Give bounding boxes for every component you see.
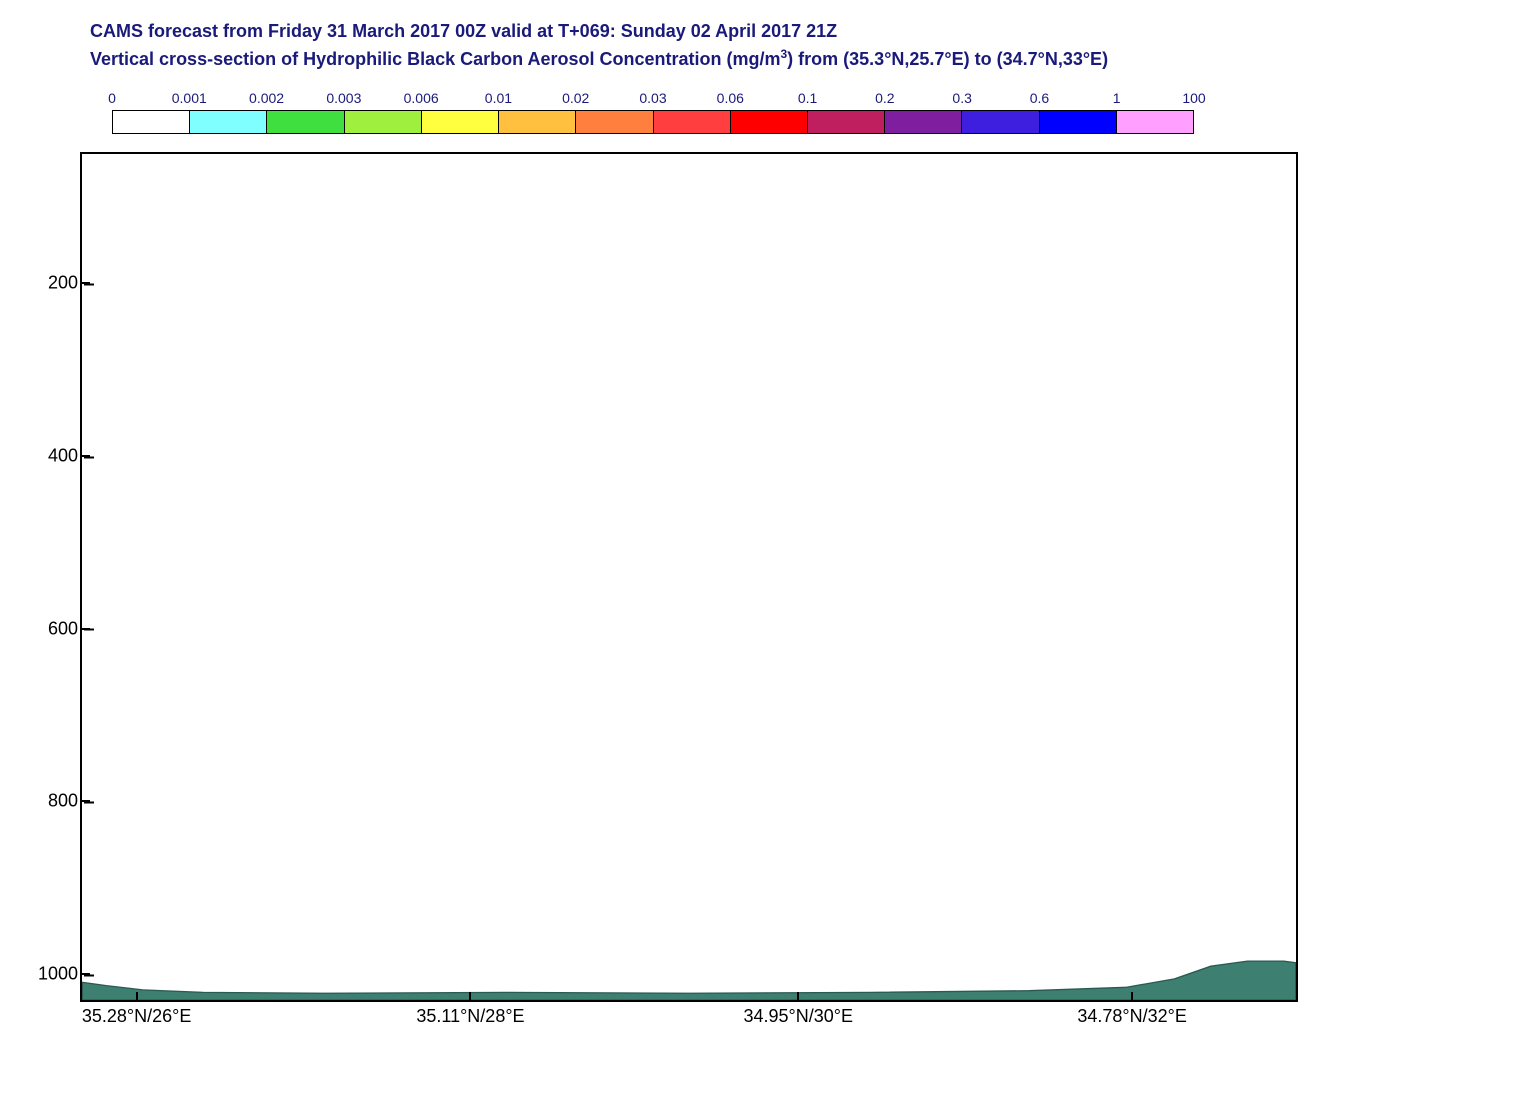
colorbar-swatch (1040, 111, 1117, 133)
colorbar-label: 1 (1113, 90, 1121, 106)
colorbar-label: 0.001 (172, 90, 207, 106)
y-tick-mark (80, 455, 90, 457)
y-tick-mark (80, 973, 90, 975)
colorbar-label: 0.01 (485, 90, 512, 106)
colorbar-label: 0.002 (249, 90, 284, 106)
terrain-fill (82, 154, 1296, 1000)
colorbar: 00.0010.0020.0030.0060.010.020.030.060.1… (112, 90, 1194, 134)
colorbar-label: 0.06 (717, 90, 744, 106)
colorbar-swatch (576, 111, 653, 133)
terrain-polygon (82, 961, 1296, 1000)
colorbar-swatch (808, 111, 885, 133)
colorbar-label: 0 (108, 90, 116, 106)
y-tick-label: 200 (48, 273, 82, 294)
colorbar-swatch (885, 111, 962, 133)
colorbar-swatch (190, 111, 267, 133)
colorbar-swatch (345, 111, 422, 133)
colorbar-label: 0.03 (639, 90, 666, 106)
title-line-2-post: ) from (35.3°N,25.7°E) to (34.7°N,33°E) (787, 49, 1108, 69)
colorbar-swatch (1117, 111, 1193, 133)
colorbar-label: 0.1 (798, 90, 817, 106)
colorbar-swatch (422, 111, 499, 133)
colorbar-label: 0.6 (1030, 90, 1049, 106)
title-line-2: Vertical cross-section of Hydrophilic Bl… (90, 45, 1108, 73)
y-tick-label: 1000 (38, 964, 82, 985)
x-tick-label: 35.28°N/26°E (82, 1000, 191, 1027)
y-tick-label: 800 (48, 791, 82, 812)
colorbar-swatches (112, 110, 1194, 134)
colorbar-swatch (731, 111, 808, 133)
x-tick-label: 34.95°N/30°E (744, 1000, 853, 1027)
title-line-2-pre: Vertical cross-section of Hydrophilic Bl… (90, 49, 780, 69)
colorbar-swatch (499, 111, 576, 133)
chart-titles: CAMS forecast from Friday 31 March 2017 … (90, 18, 1108, 73)
colorbar-swatch (962, 111, 1039, 133)
y-tick-mark (80, 628, 90, 630)
title-line-1: CAMS forecast from Friday 31 March 2017 … (90, 18, 1108, 45)
colorbar-label: 100 (1182, 90, 1205, 106)
colorbar-swatch (113, 111, 190, 133)
x-tick-mark (469, 992, 471, 1002)
colorbar-label: 0.003 (326, 90, 361, 106)
colorbar-label: 0.02 (562, 90, 589, 106)
colorbar-label: 0.3 (952, 90, 971, 106)
colorbar-label: 0.006 (404, 90, 439, 106)
y-tick-mark (80, 800, 90, 802)
colorbar-labels: 00.0010.0020.0030.0060.010.020.030.060.1… (112, 90, 1194, 110)
x-tick-label: 34.78°N/32°E (1077, 1000, 1186, 1027)
x-tick-mark (1131, 992, 1133, 1002)
colorbar-label: 0.2 (875, 90, 894, 106)
x-tick-label: 35.11°N/28°E (416, 1000, 524, 1027)
x-tick-mark (797, 992, 799, 1002)
x-tick-mark (136, 992, 138, 1002)
y-tick-mark (80, 282, 90, 284)
colorbar-swatch (267, 111, 344, 133)
y-tick-label: 600 (48, 618, 82, 639)
y-tick-label: 400 (48, 446, 82, 467)
colorbar-swatch (654, 111, 731, 133)
plot-area: 200400600800100035.28°N/26°E35.11°N/28°E… (80, 152, 1298, 1002)
